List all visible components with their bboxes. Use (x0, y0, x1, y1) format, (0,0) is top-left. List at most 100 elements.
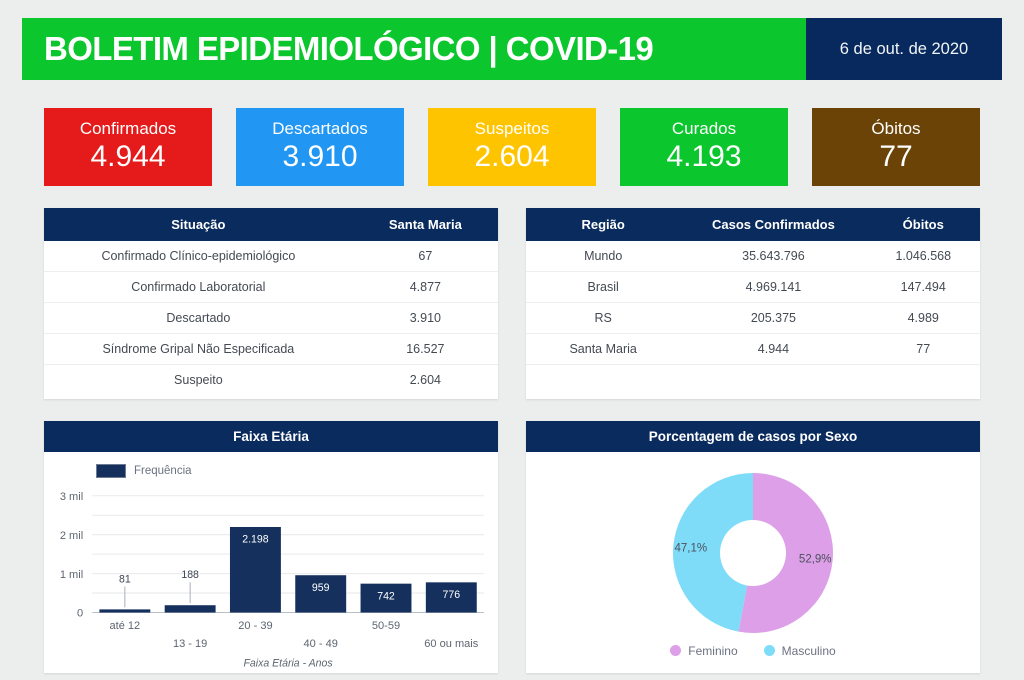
cell-valor: 2.604 (409, 373, 441, 387)
cell-casos: 35.643.796 (680, 241, 867, 272)
cell-regiao: RS (526, 302, 681, 334)
kpi-value: 77 (879, 139, 913, 173)
kpi-value: 4.944 (90, 139, 166, 173)
report-date: 6 de out. de 2020 (839, 39, 969, 58)
charts-row: Faixa Etária Frequência 0 1 mil 2 mil 3 mil… (22, 421, 1002, 673)
table-header-row: Região Casos Confirmados Óbitos (526, 208, 980, 241)
svg-text:188: 188 (181, 569, 199, 581)
page-header: BOLETIM EPIDEMIOLÓGICO | COVID-19 6 de o… (22, 18, 1002, 80)
svg-text:959: 959 (312, 582, 330, 594)
kpi-value: 3.910 (282, 139, 358, 173)
bar-chart-plot: 0 1 mil 2 mil 3 mil 81 até 12 188 13 - 19 2.198 2… (44, 452, 498, 673)
donut-slice-feminino[interactable] (738, 472, 833, 633)
bar-chart-panel: Faixa Etária Frequência 0 1 mil 2 mil 3 mil… (44, 421, 498, 673)
column-header-regiao[interactable]: Região (526, 208, 681, 241)
kpi-card-descartados[interactable]: Descartados 3.910 (236, 108, 404, 186)
cell-situacao: Suspeito (174, 373, 223, 387)
svg-text:0: 0 (77, 608, 83, 620)
bar-chart-svg: 0 1 mil 2 mil 3 mil 81 até 12 188 13 - 19 2.198 2… (60, 491, 484, 670)
table-row: Síndrome Gripal Não Especificada 16.527 (44, 333, 498, 365)
cell-obitos: 147.494 (866, 271, 980, 303)
kpi-card-confirmados[interactable]: Confirmados 4.944 (44, 108, 212, 186)
bar-chart-body: Frequência 0 1 mil 2 mil 3 mil 81 até 12 188 13… (44, 452, 498, 673)
kpi-value: 2.604 (474, 139, 550, 173)
donut-chart-legend[interactable]: Feminino Masculino (670, 643, 836, 658)
legend-label-masculino: Masculino (781, 643, 836, 658)
kpi-label: Descartados (272, 118, 368, 138)
kpi-label: Suspeitos (474, 118, 550, 138)
legend-label-frequencia: Frequência (134, 465, 192, 477)
table-row: Confirmado Clínico-epidemiológico 67 (44, 241, 498, 272)
column-header-santa-maria[interactable]: Santa Maria (352, 208, 498, 241)
svg-text:60 ou mais: 60 ou mais (424, 638, 478, 650)
cell-obitos: 1.046.568 (866, 241, 980, 272)
kpi-value: 4.193 (666, 139, 742, 173)
kpi-label: Confirmados (79, 118, 177, 138)
donut-slice-masculino[interactable] (673, 472, 753, 632)
donut-chart-svg: 52,9% 47,1% (673, 472, 833, 633)
cell-casos: 205.375 (680, 302, 867, 334)
legend-label-feminino: Feminino (688, 643, 738, 658)
svg-text:776: 776 (443, 589, 461, 601)
cell-casos: 4.944 (680, 333, 867, 365)
legend-swatch-frequencia (96, 464, 126, 478)
column-header-casos-confirmados[interactable]: Casos Confirmados (680, 208, 867, 241)
cell-valor: 4.877 (352, 271, 498, 303)
tables-row: Situação Santa Maria Confirmado Clínico-… (22, 208, 1002, 399)
svg-text:Faixa Etária - Anos: Faixa Etária - Anos (243, 658, 333, 670)
bar-chart-legend[interactable]: Frequência (96, 464, 192, 478)
kpi-card-curados[interactable]: Curados 4.193 (620, 108, 788, 186)
table-row: RS 205.375 4.989 (526, 302, 980, 334)
table-row: Santa Maria 4.944 77 (526, 333, 980, 365)
cell-situacao: Descartado (44, 302, 353, 334)
situacao-table: Situação Santa Maria Confirmado Clínico-… (44, 208, 498, 395)
cell-valor: 16.527 (352, 333, 498, 365)
column-header-situacao[interactable]: Situação (44, 208, 353, 241)
column-header-obitos[interactable]: Óbitos (866, 208, 980, 241)
regiao-table: Região Casos Confirmados Óbitos Mundo 35… (526, 208, 980, 393)
svg-text:2 mil: 2 mil (60, 530, 83, 542)
kpi-label: Óbitos (871, 118, 921, 138)
donut-chart-body: 52,9% 47,1% Feminino Masculino (526, 452, 980, 673)
page-title: BOLETIM EPIDEMIOLÓGICO | COVID-19 (44, 30, 654, 67)
donut-chart-wrap: 52,9% 47,1% Feminino Masculino (526, 452, 980, 673)
bar-chart-title: Faixa Etária (44, 421, 498, 452)
legend-dot-feminino (670, 645, 682, 656)
legend-item-feminino[interactable]: Feminino (670, 643, 738, 658)
svg-text:até 12: até 12 (110, 620, 141, 632)
cell-situacao: Síndrome Gripal Não Especificada (44, 333, 353, 365)
cell-situacao: Confirmado Laboratorial (44, 271, 353, 303)
table-row: Mundo 35.643.796 1.046.568 (526, 241, 980, 272)
donut-chart-panel: Porcentagem de casos por Sexo 52,9% 47,1%… (526, 421, 980, 673)
svg-text:1 mil: 1 mil (60, 569, 83, 581)
svg-text:50-59: 50-59 (372, 620, 400, 632)
table-row: Brasil 4.969.141 147.494 (526, 271, 980, 303)
svg-text:20 - 39: 20 - 39 (238, 620, 272, 632)
kpi-card-row: Confirmados 4.944 Descartados 3.910 Susp… (22, 108, 1002, 186)
table-row: Descartado 3.910 (44, 302, 498, 334)
svg-text:40 - 49: 40 - 49 (304, 638, 338, 650)
regiao-table-panel: Região Casos Confirmados Óbitos Mundo 35… (526, 208, 980, 399)
cell-valor: 67 (352, 241, 498, 272)
situacao-table-panel: Situação Santa Maria Confirmado Clínico-… (44, 208, 498, 399)
cell-regiao: Mundo (526, 241, 681, 272)
kpi-card-obitos[interactable]: Óbitos 77 (812, 108, 980, 186)
legend-dot-masculino (763, 645, 775, 656)
table-row: Confirmado Laboratorial 4.877 (44, 271, 498, 303)
table-row: Suspeito 2.604 (44, 365, 498, 396)
donut-pct-feminino: 52,9% (799, 553, 832, 565)
kpi-card-suspeitos[interactable]: Suspeitos 2.604 (428, 108, 596, 186)
svg-text:2.198: 2.198 (242, 533, 268, 545)
legend-item-masculino[interactable]: Masculino (763, 643, 836, 658)
table-row-empty (526, 365, 980, 393)
cell-regiao: Santa Maria (526, 333, 681, 365)
svg-text:3 mil: 3 mil (60, 491, 83, 503)
cell-situacao: Confirmado Clínico-epidemiológico (44, 241, 353, 272)
cell-regiao: Brasil (526, 271, 681, 303)
cell-casos: 4.969.141 (680, 271, 867, 303)
svg-text:742: 742 (377, 590, 395, 602)
table-header-row: Situação Santa Maria (44, 208, 498, 241)
donut-pct-masculino: 47,1% (674, 542, 707, 554)
svg-text:13 - 19: 13 - 19 (173, 638, 207, 650)
